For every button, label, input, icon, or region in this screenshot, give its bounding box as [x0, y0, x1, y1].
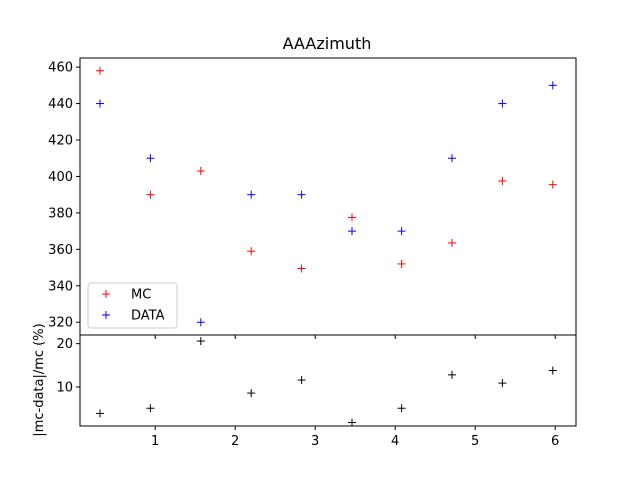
main-y-tick-label: 320 — [48, 316, 73, 331]
mc-point — [247, 247, 256, 256]
ratio-plot-panel: 10 20 1 2 3 4 5 6 |mc-data|/mc (%) — [32, 323, 577, 449]
legend-marker-mc — [102, 290, 110, 298]
legend-label-mc: MC — [131, 288, 151, 303]
data-point — [498, 99, 507, 108]
data-point — [247, 190, 256, 199]
main-data-points — [96, 66, 557, 327]
ratio-y-tick-label: 20 — [56, 337, 73, 352]
ratio-x-tick-label: 1 — [151, 434, 159, 449]
legend: MC DATA — [87, 282, 178, 329]
ratio-data-points — [96, 337, 557, 427]
ratio-point — [96, 409, 104, 418]
ratio-x-tick-label: 2 — [231, 434, 239, 449]
data-point — [548, 81, 557, 90]
mc-point — [498, 177, 507, 186]
mc-point — [548, 180, 557, 189]
ratio-point — [548, 366, 557, 375]
mc-point — [397, 259, 406, 268]
legend-box — [87, 282, 178, 329]
data-point — [96, 99, 104, 108]
ratio-point — [498, 379, 507, 388]
ratio-point — [146, 404, 155, 413]
main-y-tick-label: 340 — [48, 279, 73, 294]
ratio-x-tick-label: 4 — [391, 434, 399, 449]
ratio-point — [397, 404, 406, 413]
ratio-point — [348, 418, 356, 427]
ratio-point — [247, 389, 256, 398]
mc-point — [297, 264, 306, 273]
ratio-y-axis-label: |mc-data|/mc (%) — [32, 323, 47, 436]
ratio-plot-frame — [79, 334, 577, 427]
ratio-x-tick-label: 6 — [551, 434, 559, 449]
main-y-tick-label: 440 — [48, 97, 73, 112]
mc-point — [348, 213, 356, 222]
main-y-axis: 320 340 360 380 400 420 440 460 — [48, 61, 80, 331]
main-plot-panel: 320 340 360 380 400 420 440 460 MC DATA — [48, 57, 577, 339]
mc-point — [196, 166, 205, 175]
mc-point — [96, 66, 104, 75]
ratio-y-axis: 10 20 — [56, 337, 80, 396]
data-point — [348, 227, 356, 236]
mc-point — [146, 190, 155, 199]
data-point — [297, 190, 306, 199]
ratio-y-tick-label: 10 — [56, 381, 73, 396]
data-point — [448, 154, 456, 163]
ratio-point — [448, 370, 456, 379]
ratio-x-axis: 1 2 3 4 5 6 — [151, 426, 559, 449]
ratio-point — [297, 376, 306, 385]
main-y-tick-label: 420 — [48, 134, 73, 149]
main-y-tick-label: 400 — [48, 170, 73, 185]
mc-point — [448, 238, 456, 247]
data-point — [397, 227, 406, 236]
main-y-tick-label: 380 — [48, 206, 73, 221]
chart-title: AAAzimuth — [283, 34, 372, 53]
main-y-tick-label: 460 — [48, 61, 73, 76]
main-y-tick-label: 360 — [48, 243, 73, 258]
ratio-point — [196, 337, 205, 346]
ratio-x-tick-label: 3 — [311, 434, 319, 449]
main-x-axis — [154, 335, 556, 339]
legend-marker-data — [102, 311, 110, 319]
data-point — [146, 154, 155, 163]
legend-label-data: DATA — [131, 309, 165, 324]
ratio-x-tick-label: 5 — [471, 434, 479, 449]
data-point — [196, 318, 205, 327]
